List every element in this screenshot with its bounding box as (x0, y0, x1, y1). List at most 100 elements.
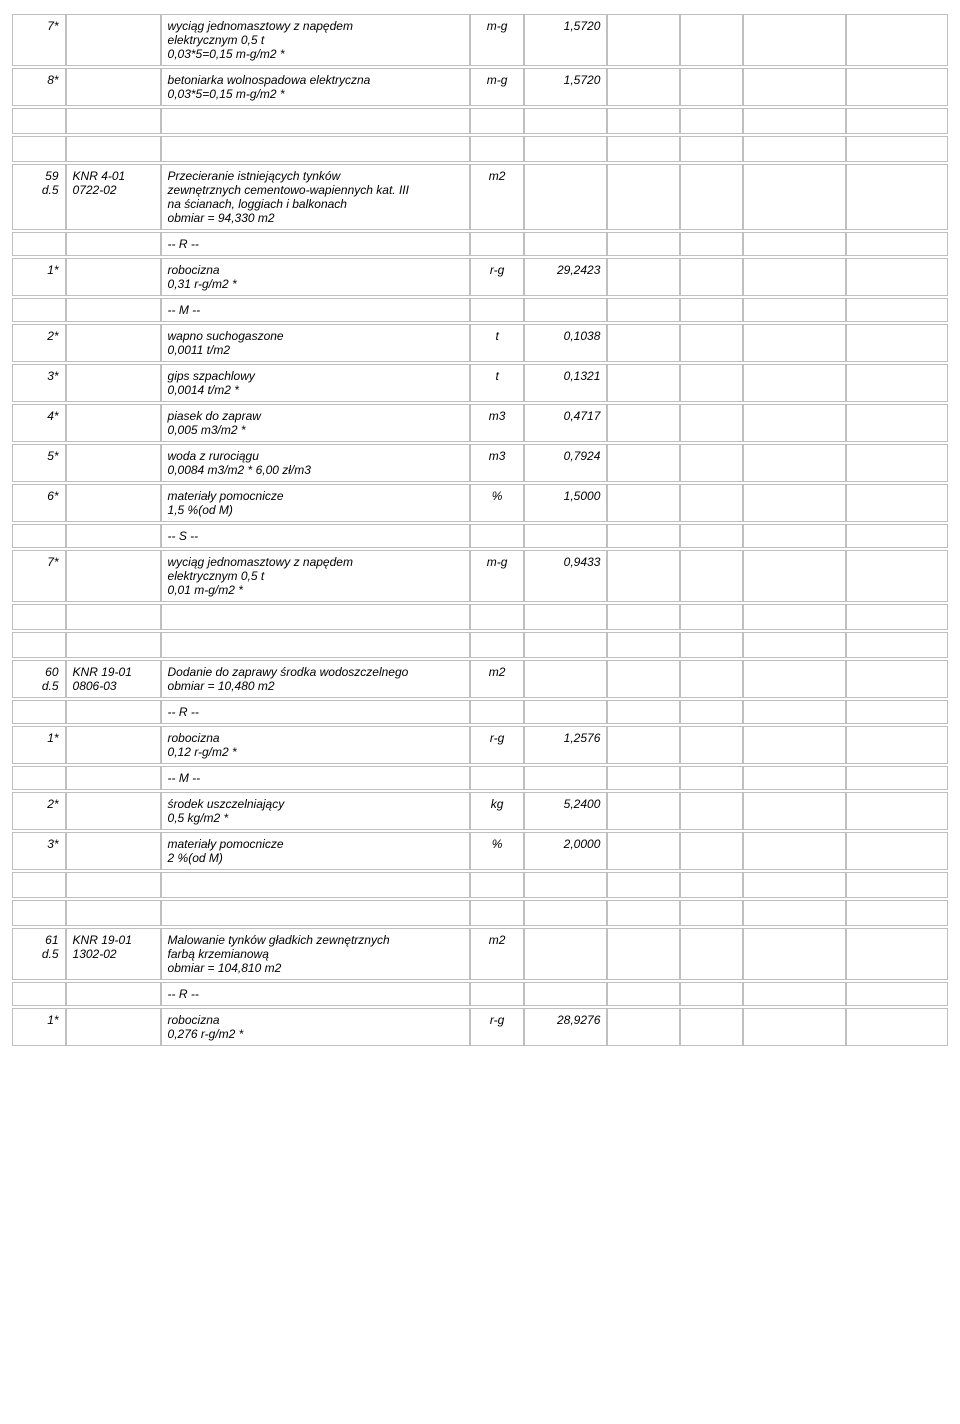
col-6 (607, 444, 680, 482)
empty-cell (846, 872, 948, 898)
col-code: KNR 19-010806-03 (66, 660, 161, 698)
empty-cell (743, 632, 845, 658)
text-line: materiały pomocnicze (168, 489, 464, 503)
text-line: 6* (19, 489, 59, 503)
empty-cell (12, 900, 66, 926)
col-6 (607, 660, 680, 698)
text-line: 0,1321 (531, 369, 600, 383)
col-7 (680, 298, 743, 322)
col-qty (524, 164, 607, 230)
col-6 (607, 928, 680, 980)
empty-cell (66, 604, 161, 630)
col-9 (846, 766, 948, 790)
col-description: Malowanie tynków gładkich zewnętrznychfa… (161, 928, 471, 980)
table-row: -- S -- (12, 524, 948, 548)
text-line: 61 (19, 933, 59, 947)
empty-cell (66, 632, 161, 658)
text-line: materiały pomocnicze (168, 837, 464, 851)
col-index (12, 298, 66, 322)
col-qty: 1,5720 (524, 68, 607, 106)
col-7 (680, 68, 743, 106)
col-unit (470, 982, 524, 1006)
empty-cell (680, 632, 743, 658)
col-7 (680, 982, 743, 1006)
col-code (66, 232, 161, 256)
text-line: 0806-03 (73, 679, 154, 693)
table-row (12, 108, 948, 134)
col-code (66, 404, 161, 442)
col-unit (470, 298, 524, 322)
empty-cell (161, 900, 471, 926)
empty-cell (743, 108, 845, 134)
table-row: 2*wapno suchogaszone0,0011 t/m2t0,1038 (12, 324, 948, 362)
text-line: obmiar = 104,810 m2 (168, 961, 464, 975)
text-line: 4* (19, 409, 59, 423)
col-qty (524, 928, 607, 980)
text-line: 0,5 kg/m2 * (168, 811, 464, 825)
col-qty (524, 660, 607, 698)
empty-cell (607, 900, 680, 926)
col-8 (743, 484, 845, 522)
col-7 (680, 232, 743, 256)
col-qty: 0,7924 (524, 444, 607, 482)
col-9 (846, 832, 948, 870)
col-6 (607, 324, 680, 362)
text-line: 1,5 %(od M) (168, 503, 464, 517)
col-unit (470, 232, 524, 256)
empty-cell (12, 632, 66, 658)
col-unit (470, 524, 524, 548)
col-8 (743, 982, 845, 1006)
col-unit: % (470, 832, 524, 870)
col-6 (607, 404, 680, 442)
col-code: KNR 19-011302-02 (66, 928, 161, 980)
col-8 (743, 792, 845, 830)
col-9 (846, 550, 948, 602)
text-line: 0,01 m-g/m2 * (168, 583, 464, 597)
empty-cell (680, 108, 743, 134)
col-9 (846, 258, 948, 296)
col-qty (524, 700, 607, 724)
col-description: robocizna0,31 r-g/m2 * (161, 258, 471, 296)
col-6 (607, 258, 680, 296)
text-line: KNR 19-01 (73, 933, 154, 947)
col-code (66, 68, 161, 106)
table-row: 61d.5KNR 19-011302-02Malowanie tynków gł… (12, 928, 948, 980)
text-line: 0,4717 (531, 409, 600, 423)
empty-cell (524, 108, 607, 134)
col-index (12, 766, 66, 790)
col-description: robocizna0,12 r-g/m2 * (161, 726, 471, 764)
col-6 (607, 700, 680, 724)
col-7 (680, 792, 743, 830)
empty-cell (66, 872, 161, 898)
table-row: 8*betoniarka wolnospadowa elektryczna0,0… (12, 68, 948, 106)
col-6 (607, 1008, 680, 1046)
col-code (66, 726, 161, 764)
col-9 (846, 524, 948, 548)
col-code (66, 792, 161, 830)
text-line: 59 (19, 169, 59, 183)
col-8 (743, 68, 845, 106)
empty-cell (470, 900, 524, 926)
col-description: -- R -- (161, 982, 471, 1006)
text-line: 1,5720 (531, 73, 600, 87)
col-description: Przecieranie istniejących tynkówzewnętrz… (161, 164, 471, 230)
col-8 (743, 444, 845, 482)
text-line: 7* (19, 19, 59, 33)
text-line: KNR 19-01 (73, 665, 154, 679)
col-unit: r-g (470, 726, 524, 764)
col-index: 1* (12, 726, 66, 764)
table-row (12, 900, 948, 926)
text-line: d.5 (19, 183, 59, 197)
col-qty: 2,0000 (524, 832, 607, 870)
col-unit: r-g (470, 1008, 524, 1046)
text-line: r-g (477, 731, 517, 745)
col-8 (743, 1008, 845, 1046)
col-index: 8* (12, 68, 66, 106)
col-8 (743, 766, 845, 790)
col-7 (680, 726, 743, 764)
empty-cell (66, 108, 161, 134)
table-row (12, 872, 948, 898)
col-9 (846, 364, 948, 402)
empty-cell (524, 872, 607, 898)
text-line: 1* (19, 263, 59, 277)
